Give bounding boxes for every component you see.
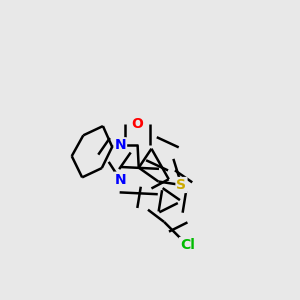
Text: N: N: [114, 138, 126, 152]
Text: Cl: Cl: [180, 238, 195, 252]
Text: N: N: [114, 173, 126, 187]
Text: S: S: [176, 178, 187, 192]
Text: O: O: [132, 117, 143, 131]
